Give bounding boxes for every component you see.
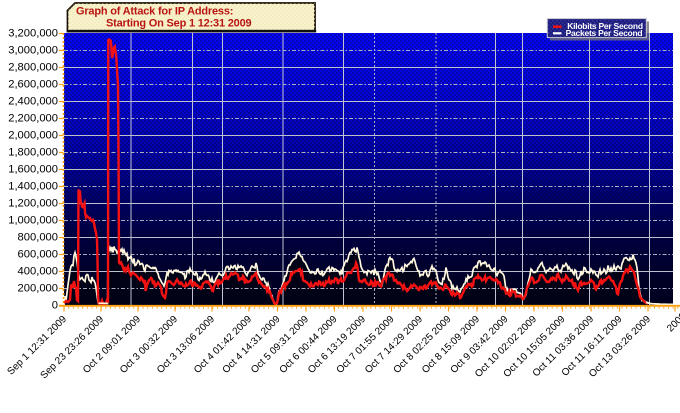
svg-text:2,000,000: 2,000,000 <box>8 130 58 142</box>
svg-text:Packets Per Second: Packets Per Second <box>566 28 643 38</box>
svg-text:1,800,000: 1,800,000 <box>8 147 58 159</box>
svg-text:400,000: 400,000 <box>18 266 58 278</box>
svg-text:2,600,000: 2,600,000 <box>8 79 58 91</box>
svg-text:3,200,000: 3,200,000 <box>8 28 58 40</box>
svg-text:600,000: 600,000 <box>18 249 58 261</box>
svg-text:Graph of Attack for IP Address: Graph of Attack for IP Address: <box>76 6 233 18</box>
svg-text:Starting On Sep 1 12:31 2009: Starting On Sep 1 12:31 2009 <box>106 18 251 30</box>
svg-text:1,600,000: 1,600,000 <box>8 164 58 176</box>
svg-text:1,200,000: 1,200,000 <box>8 198 58 210</box>
svg-text:200,000: 200,000 <box>18 283 58 295</box>
svg-text:2,400,000: 2,400,000 <box>8 96 58 108</box>
svg-text:3,000,000: 3,000,000 <box>8 45 58 57</box>
svg-text:800,000: 800,000 <box>18 232 58 244</box>
svg-text:2,800,000: 2,800,000 <box>8 62 58 74</box>
svg-text:1,000,000: 1,000,000 <box>8 215 58 227</box>
svg-text:0: 0 <box>52 300 58 312</box>
svg-text:1,400,000: 1,400,000 <box>8 181 58 193</box>
svg-text:2,200,000: 2,200,000 <box>8 113 58 125</box>
svg-text:Kilobits Per Second: Kilobits Per Second <box>567 21 643 31</box>
